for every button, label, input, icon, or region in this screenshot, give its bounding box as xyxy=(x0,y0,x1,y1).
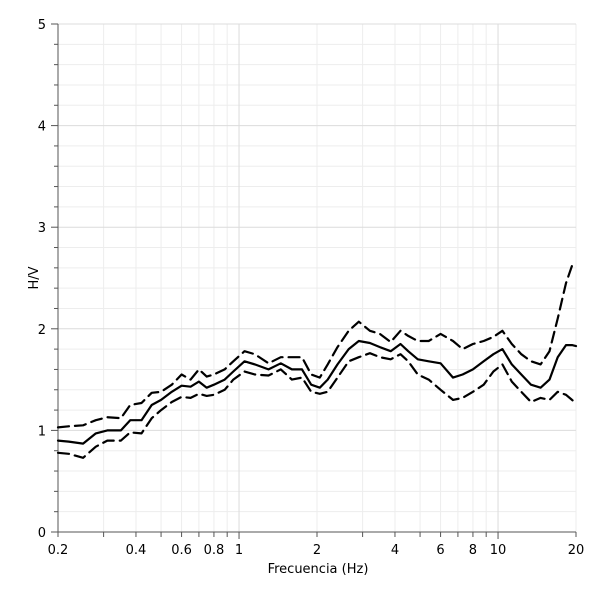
series-line-dashed-2 xyxy=(56,352,578,459)
x-tick-label: 10 xyxy=(490,543,507,558)
x-tick-label: 0.6 xyxy=(171,543,192,558)
grid-minor xyxy=(57,24,577,532)
y-tick-label: 4 xyxy=(38,120,46,135)
y-tick-label: 1 xyxy=(38,424,46,439)
series-group xyxy=(56,262,578,459)
tick-labels: 0.2 0.4 0.6 0.8 1 2 4 6 8 10 20 0 1 2 3 4 5 xyxy=(38,18,585,558)
x-tick-label: 0.8 xyxy=(204,543,225,558)
y-tick-label: 2 xyxy=(38,323,46,338)
x-tick-label: 6 xyxy=(436,543,444,558)
y-axis-title: H/V xyxy=(27,266,42,289)
x-tick-label: 8 xyxy=(469,543,477,558)
series-line-dashed-1 xyxy=(56,262,578,429)
x-tick-label: 1 xyxy=(235,543,243,558)
series-line-solid xyxy=(56,339,578,445)
x-tick-label: 4 xyxy=(391,543,399,558)
y-tick-label: 3 xyxy=(38,221,46,236)
y-tick-label: 5 xyxy=(38,18,46,33)
x-tick-label: 20 xyxy=(568,543,585,558)
y-tick-label: 0 xyxy=(38,526,46,541)
x-axis-title: Frecuencia (Hz) xyxy=(268,562,369,577)
axis-ticks xyxy=(51,23,577,539)
x-tick-label: 0.2 xyxy=(48,543,69,558)
x-tick-label: 0.4 xyxy=(126,543,147,558)
x-tick-label: 2 xyxy=(313,543,321,558)
